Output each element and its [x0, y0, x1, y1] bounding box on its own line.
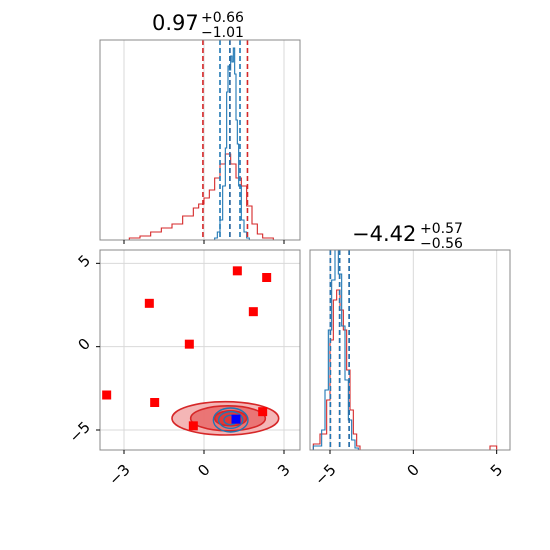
marker-point — [258, 407, 268, 417]
param1-histogram-panel — [99, 39, 301, 241]
param1-xtick-label: 0 — [194, 461, 213, 480]
marker-point — [248, 307, 258, 317]
param1-title-minus: −1.01 — [201, 25, 244, 41]
param2-ytick-label: 0 — [75, 335, 94, 354]
marker-point — [150, 398, 160, 407]
marker-point — [188, 421, 198, 431]
param1-title-value: 0.97 — [152, 11, 199, 35]
param1-title: 0.97 +0.66 −1.01 — [152, 10, 244, 41]
param2-title: −4.42 +0.57 −0.56 — [352, 221, 463, 252]
param2-histogram-frame — [309, 249, 511, 451]
param1-histogram-background — [100, 40, 300, 240]
marker-point — [232, 266, 242, 276]
param2-histogram-panel — [309, 249, 511, 451]
param1-xtick-label: −3 — [105, 461, 133, 489]
param2-blue-histogram — [312, 249, 362, 451]
param1-red-histogram — [128, 153, 284, 241]
param1-title-plus: +0.66 — [201, 10, 244, 26]
param2-title-minus: −0.56 — [420, 236, 463, 252]
param1-blue-histogram — [188, 47, 252, 241]
param2-histogram-background — [310, 250, 510, 450]
marker-point — [262, 273, 272, 282]
param2-title-plus: +0.57 — [420, 221, 463, 237]
truth-point — [231, 414, 241, 424]
marker-point — [144, 298, 154, 308]
param2-title-value: −4.42 — [352, 222, 416, 246]
param2-ytick-label: −5 — [66, 418, 94, 446]
param2-red-histogram — [312, 289, 498, 451]
joint-contour-panel — [99, 249, 301, 451]
joint-frame — [99, 249, 301, 451]
blue-contour-1 — [217, 410, 244, 430]
param2-xtick-label: −5 — [311, 461, 339, 489]
blue-contour-2 — [212, 407, 249, 433]
marker-point — [184, 339, 194, 349]
param1-xtick-label: 3 — [274, 461, 293, 480]
marker-point — [102, 390, 112, 400]
param2-xtick-label: 0 — [404, 461, 423, 480]
param2-ytick-label: 5 — [75, 251, 94, 270]
param1-histogram-frame — [99, 39, 301, 241]
param2-xtick-label: 5 — [487, 461, 506, 480]
